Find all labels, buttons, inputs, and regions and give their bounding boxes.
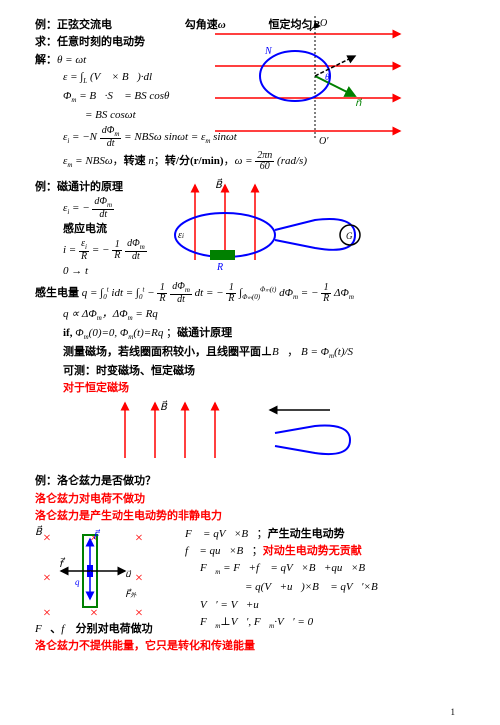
- svg-text:θ: θ: [325, 72, 330, 82]
- svg-text:n⃗: n⃗: [355, 98, 363, 109]
- svg-text:f⃗: f⃗: [59, 557, 66, 570]
- diagram-lorentz: × × × × × × × × B⃗ F⃗ f⃗ u⃗ q F⃗外: [35, 527, 185, 622]
- ex2-eq7: 测量磁场，若线圈面积较小，且线圈平面⊥B⃗， B = Φm(t)/S: [35, 345, 465, 362]
- svg-text:B⃗: B⃗: [215, 178, 223, 191]
- ex2-eq4: 感生电量 q = ∫0t idt = ∫0t − 1R dΦmdt dt = −…: [35, 282, 465, 305]
- ex3-eq3a: V⃗′ = V⃗+u⃗: [185, 598, 465, 613]
- example-1: O O′ N n⃗ θ 例：正弦交流电 勾角速ω 恒定均匀B⃗ 求：任意时刻的电…: [35, 18, 465, 172]
- svg-text:R: R: [216, 262, 223, 273]
- svg-text:×: ×: [43, 571, 51, 586]
- svg-text:×: ×: [135, 571, 143, 586]
- ex3-eq3b: F⃗m⊥V⃗′, F⃗m·V⃗′ = 0: [185, 615, 465, 632]
- ex3-l2: 洛仑兹力是产生动生电动势的非静电力: [35, 509, 465, 524]
- ex1-title: 例：正弦交流电: [35, 19, 112, 31]
- ex2-eq6: if, Φm(0)=0, Φm(t)=Rq ；磁通计原理: [35, 326, 465, 343]
- svg-text:F⃗: F⃗: [93, 529, 101, 542]
- svg-text:×: ×: [90, 606, 98, 621]
- ex2-eq8: 可测：时变磁场、恒定磁场: [35, 364, 465, 379]
- ex3-eq1b: f⃗ = qu⃗×B⃗；对动生电动势无贡献: [185, 544, 465, 559]
- svg-text:×: ×: [43, 531, 51, 546]
- ex2-eq9: 对于恒定磁场: [35, 381, 465, 396]
- svg-text:×: ×: [43, 606, 51, 621]
- diagram-flux-meter: G R εi B⃗: [155, 180, 375, 270]
- page-number: 1: [451, 707, 456, 717]
- svg-text:O′: O′: [319, 136, 329, 147]
- example-2: G R εi B⃗ 例：磁通计的原理 εi = − dΦmdt 感应电流 i =…: [35, 180, 465, 467]
- svg-text:×: ×: [135, 606, 143, 621]
- svg-text:B⃗: B⃗: [35, 525, 43, 538]
- ex3-eq1a: F⃗ = qV⃗×B⃗；产生动生电动势: [185, 527, 465, 542]
- svg-text:q: q: [75, 577, 80, 587]
- ex3-eq2b: = q(V⃗+u⃗)×B⃗ = qV⃗′×B⃗: [185, 580, 465, 595]
- ex1-eq5: εm = NBSω，转速 n；转/分(r/min)，ω = 2πn60 (rad…: [35, 151, 465, 172]
- ex3-l1: 洛仑兹力对电荷不做功: [35, 492, 465, 507]
- ex2-eq5: q ∝ ΔΦm，ΔΦm = Rq: [35, 307, 465, 324]
- svg-text:O: O: [320, 18, 327, 29]
- svg-text:u⃗: u⃗: [125, 569, 132, 579]
- example-3: 例：洛仑兹力是否做功？ 洛仑兹力对电荷不做功 洛仑兹力是产生动生电动势的非静电力…: [35, 474, 465, 654]
- ex3-title: 例：洛仑兹力是否做功？: [35, 474, 465, 489]
- ex3-l4: 洛仑兹力不提供能量，它只是转化和传递能量: [35, 639, 465, 654]
- diagram-constant-field: B⃗: [115, 398, 375, 463]
- svg-text:εi: εi: [178, 230, 184, 241]
- svg-text:F⃗外: F⃗外: [125, 588, 137, 599]
- svg-text:B⃗: B⃗: [160, 401, 168, 414]
- svg-text:N: N: [264, 46, 273, 57]
- svg-text:×: ×: [135, 531, 143, 546]
- svg-text:G: G: [346, 231, 353, 241]
- diagram-loop-rotation: O O′ N n⃗ θ: [215, 16, 415, 146]
- ex3-eq2a: F⃗m = F⃗+f⃗ = qV⃗×B⃗+qu⃗×B⃗: [185, 561, 465, 578]
